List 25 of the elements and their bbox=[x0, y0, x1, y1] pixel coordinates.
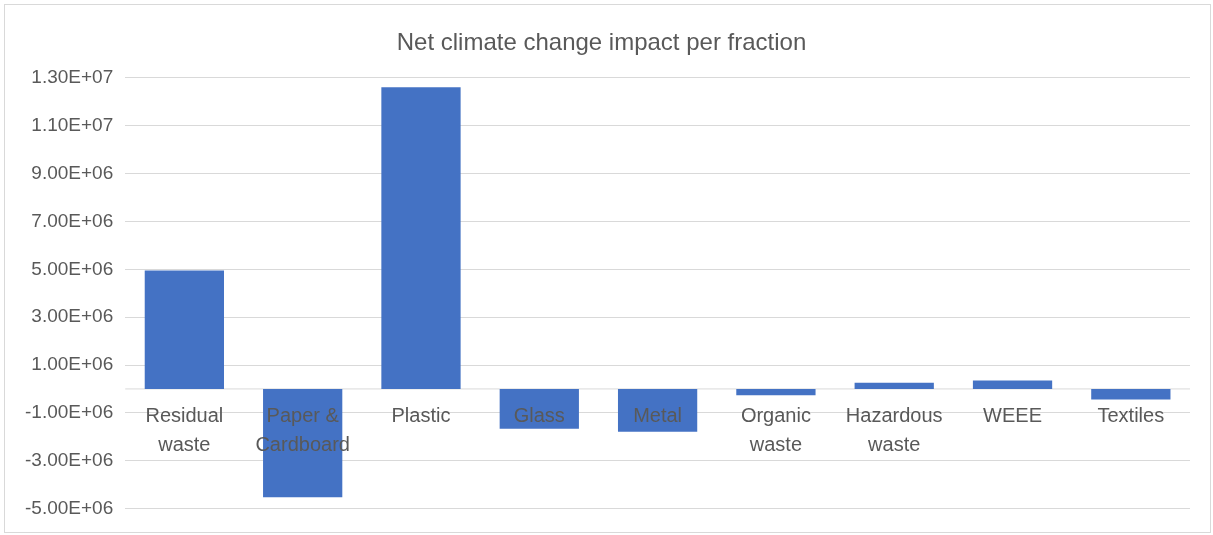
x-tick-label: Plastic bbox=[391, 404, 451, 427]
bar bbox=[381, 87, 461, 389]
y-tick-label: 3.00E+06 bbox=[31, 305, 114, 327]
bar bbox=[854, 382, 934, 389]
y-tick-label: 9.00E+06 bbox=[31, 161, 114, 183]
x-tick-label: WEEE bbox=[983, 404, 1042, 427]
x-tick-label: Metal bbox=[633, 404, 683, 427]
bar bbox=[972, 380, 1053, 389]
bar bbox=[1091, 388, 1171, 400]
y-tick-label: -5.00E+06 bbox=[24, 496, 114, 518]
x-tick-label: Organic waste bbox=[740, 404, 811, 456]
x-tick-label: Hazardous waste bbox=[845, 404, 943, 456]
y-tick-label: 1.10E+07 bbox=[31, 113, 114, 135]
x-tick-label: Residual waste bbox=[145, 404, 224, 456]
y-tick-label: 1.00E+06 bbox=[31, 353, 114, 375]
x-tick-label: Glass bbox=[513, 404, 565, 427]
y-tick-label: 1.30E+07 bbox=[31, 66, 114, 88]
y-tick-label: 5.00E+06 bbox=[31, 257, 114, 279]
x-tick-label: Textiles bbox=[1097, 404, 1165, 427]
chart-title: Net climate change impact per fraction bbox=[396, 28, 807, 56]
y-tick-label: -3.00E+06 bbox=[24, 448, 114, 470]
bar bbox=[144, 270, 224, 389]
y-tick-label: -1.00E+06 bbox=[24, 401, 114, 423]
bar bbox=[736, 388, 816, 396]
y-tick-label: 7.00E+06 bbox=[31, 209, 114, 231]
